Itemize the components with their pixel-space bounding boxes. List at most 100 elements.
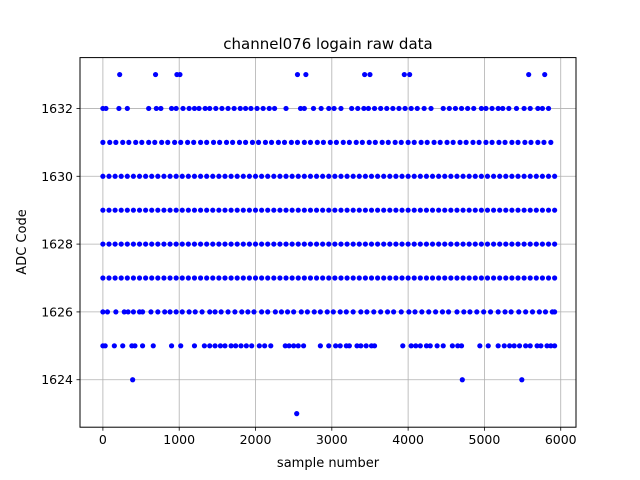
data-point bbox=[393, 275, 399, 281]
data-point bbox=[356, 275, 362, 281]
data-point bbox=[423, 275, 430, 281]
data-point bbox=[417, 173, 423, 179]
data-point bbox=[130, 241, 137, 247]
data-point bbox=[197, 139, 204, 145]
data-point bbox=[353, 139, 359, 145]
data-point bbox=[417, 241, 423, 247]
data-point bbox=[120, 139, 126, 145]
data-point bbox=[327, 139, 333, 145]
data-point bbox=[434, 343, 440, 349]
data-point bbox=[387, 207, 393, 213]
data-point bbox=[507, 343, 513, 349]
data-point bbox=[289, 173, 295, 179]
data-point bbox=[478, 275, 484, 281]
data-point bbox=[233, 343, 239, 349]
data-point bbox=[130, 275, 137, 281]
data-point bbox=[381, 207, 387, 213]
data-point bbox=[326, 241, 332, 247]
data-point bbox=[343, 309, 349, 315]
data-point bbox=[307, 173, 314, 179]
data-point bbox=[361, 105, 367, 112]
data-point bbox=[521, 275, 527, 281]
data-point bbox=[186, 105, 192, 112]
data-point bbox=[509, 207, 515, 213]
data-point bbox=[197, 207, 204, 213]
y-tick-label: 1630 bbox=[41, 169, 73, 184]
data-point bbox=[191, 139, 197, 145]
data-point bbox=[429, 173, 436, 179]
data-point bbox=[344, 275, 350, 281]
data-point bbox=[515, 173, 521, 179]
data-point bbox=[450, 139, 456, 145]
data-point bbox=[436, 173, 442, 179]
x-tick-label: 3000 bbox=[316, 432, 348, 447]
data-point bbox=[179, 275, 185, 281]
data-point bbox=[375, 275, 381, 281]
data-point bbox=[487, 309, 494, 315]
data-point bbox=[100, 173, 106, 179]
data-point bbox=[497, 173, 503, 179]
data-point bbox=[106, 173, 112, 179]
data-point bbox=[538, 343, 544, 349]
data-point bbox=[228, 275, 234, 281]
data-point bbox=[542, 309, 549, 315]
data-point bbox=[349, 105, 355, 112]
data-point bbox=[307, 139, 314, 145]
data-point bbox=[139, 343, 146, 349]
data-point bbox=[535, 105, 541, 112]
data-point bbox=[521, 105, 527, 112]
data-point bbox=[178, 343, 184, 349]
data-point bbox=[516, 309, 522, 315]
data-point bbox=[503, 173, 509, 179]
data-point bbox=[153, 105, 159, 112]
data-point bbox=[326, 173, 332, 179]
data-point bbox=[344, 241, 350, 247]
data-point bbox=[427, 343, 433, 349]
data-point bbox=[216, 241, 222, 247]
plot-area-frame bbox=[79, 57, 577, 428]
data-point bbox=[368, 207, 375, 213]
data-point bbox=[222, 173, 228, 179]
data-point bbox=[527, 241, 533, 247]
data-point bbox=[509, 241, 515, 247]
data-point bbox=[259, 241, 265, 247]
data-point bbox=[107, 139, 113, 145]
data-point bbox=[317, 309, 323, 315]
data-point bbox=[440, 343, 446, 349]
data-point bbox=[503, 207, 509, 213]
data-point bbox=[439, 309, 446, 315]
data-point bbox=[436, 241, 442, 247]
data-point bbox=[371, 105, 378, 112]
data-point bbox=[358, 309, 364, 315]
data-point bbox=[381, 241, 387, 247]
data-point bbox=[268, 139, 275, 145]
data-point bbox=[428, 105, 434, 112]
data-point bbox=[536, 309, 542, 315]
data-point bbox=[262, 139, 269, 145]
data-point bbox=[191, 275, 198, 281]
data-point bbox=[234, 275, 240, 281]
data-point bbox=[204, 275, 210, 281]
data-point bbox=[161, 241, 167, 247]
data-point bbox=[303, 71, 309, 78]
data-point bbox=[340, 139, 346, 145]
data-point bbox=[506, 105, 512, 112]
data-point bbox=[216, 275, 222, 281]
data-point bbox=[178, 139, 184, 145]
data-point bbox=[418, 139, 424, 145]
data-point bbox=[454, 309, 460, 315]
data-point bbox=[391, 309, 397, 315]
data-point bbox=[265, 241, 271, 247]
data-point bbox=[149, 173, 155, 179]
data-point bbox=[179, 309, 185, 315]
data-point bbox=[346, 343, 352, 349]
data-point bbox=[444, 139, 450, 145]
data-point bbox=[515, 139, 521, 145]
data-point bbox=[320, 275, 326, 281]
data-point bbox=[277, 207, 283, 213]
data-point bbox=[516, 343, 523, 349]
data-point bbox=[271, 207, 277, 213]
data-point bbox=[423, 173, 430, 179]
data-point bbox=[265, 173, 271, 179]
